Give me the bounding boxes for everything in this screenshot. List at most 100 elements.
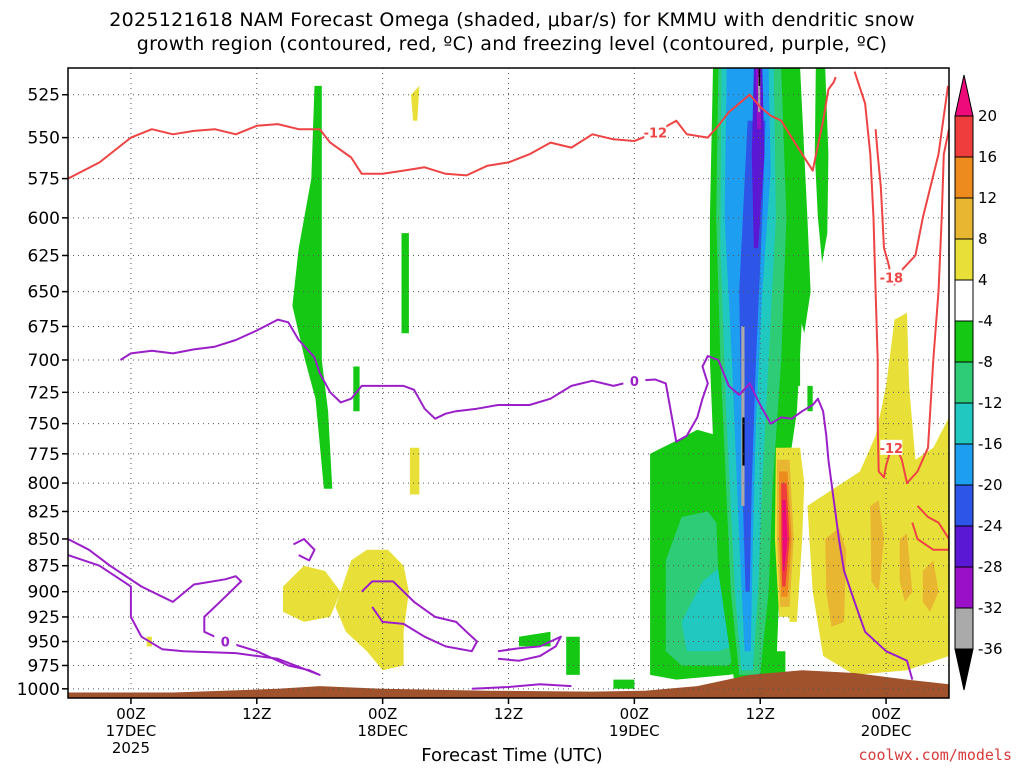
- contour-line-6: [293, 538, 316, 562]
- y-tick-label-800: 800: [28, 474, 60, 494]
- omega-region-35: [922, 560, 939, 612]
- omega-region-20: [789, 68, 811, 334]
- omega-region-18: [742, 417, 745, 466]
- omega-region-8: [613, 679, 635, 689]
- y-tick-label-600: 600: [28, 209, 60, 229]
- colorbar-swatch-6: [954, 320, 974, 363]
- colorbar-label-8: -16: [978, 435, 1003, 453]
- contour-label-4: 0: [630, 375, 639, 390]
- contour-label-1: -12: [880, 442, 904, 457]
- y-tick-label-925: 925: [28, 608, 60, 628]
- grid-layer: [68, 68, 949, 698]
- contour-label-bg-5: [214, 633, 237, 649]
- colorbar-label-13: -36: [978, 640, 1003, 658]
- x-tick-label-54-1: 19DEC: [609, 722, 660, 740]
- y-axis: 525 550 575 600 625 650 675 700 725 750 775 800 825 8…: [17, 86, 68, 700]
- colorbar-label-1: 16: [978, 148, 997, 166]
- colorbar-swatch-1: [954, 115, 974, 158]
- colorbar-label-3: 8: [978, 230, 988, 248]
- omega-region-0: [292, 85, 333, 489]
- y-tick-label-575: 575: [28, 170, 60, 190]
- y-tick-label-675: 675: [28, 317, 60, 337]
- colorbar-swatch-13: [954, 607, 974, 650]
- colorbar-cap-bottom: [954, 648, 974, 691]
- x-axis-label: Forecast Time (UTC): [421, 745, 603, 766]
- colorbar-swatch-12: [954, 566, 974, 609]
- omega-region-27: [283, 565, 341, 622]
- y-tick-label-825: 825: [28, 502, 60, 522]
- contour-label-bg-0: [644, 124, 667, 140]
- contour-line-9: [471, 683, 572, 690]
- y-tick-label-975: 975: [28, 656, 60, 676]
- chart-title-line-2: growth region (contoured, red, ºC) and f…: [136, 33, 888, 55]
- omega-region-21: [814, 68, 829, 263]
- colorbar-swatch-2: [954, 156, 974, 199]
- omega-region-1: [401, 233, 409, 334]
- colorbar-cap-top: [954, 74, 974, 117]
- x-tick-label-30-0: 00Z: [368, 705, 397, 723]
- contour-line-0: [68, 76, 837, 180]
- omega-region-28: [335, 549, 409, 671]
- y-tick-label-900: 900: [28, 583, 60, 603]
- y-tick-label-750: 750: [28, 415, 60, 435]
- terrain-layer: [68, 670, 949, 698]
- contour-label-2: -18: [880, 271, 904, 286]
- omega-shading-layer: [146, 68, 949, 689]
- omega-region-19: [758, 68, 761, 86]
- colorbar-swatch-4: [954, 238, 974, 281]
- omega-region-7: [566, 636, 580, 675]
- y-tick-label-725: 725: [28, 383, 60, 403]
- omega-region-17: [741, 326, 745, 506]
- omega-region-24: [772, 651, 786, 675]
- y-tick-label-650: 650: [28, 283, 60, 303]
- omega-region-33: [870, 500, 884, 592]
- x-tick-label-18-0: 12Z: [242, 705, 271, 723]
- omega-region-6: [519, 631, 551, 647]
- chart-title-line-1: 2025121618 NAM Forecast Omega (shaded, μ…: [109, 9, 915, 31]
- contour-line-7: [360, 580, 478, 653]
- colorbar-swatch-8: [954, 402, 974, 445]
- colorbar-label-12: -32: [978, 599, 1003, 617]
- contour-label-bg-1: [880, 439, 903, 455]
- contour-label-0: -12: [644, 127, 668, 142]
- colorbar-swatch-9: [954, 443, 974, 486]
- colorbar-label-5: -4: [978, 312, 993, 330]
- omega-region-14: [751, 68, 765, 249]
- contour-line-8: [497, 635, 562, 662]
- colorbar-label-2: 12: [978, 189, 997, 207]
- contour-layer: -12 -12 -18 0 0: [68, 71, 949, 690]
- colorbar-swatch-7: [954, 361, 974, 404]
- colorbar-legend: 20 16 12 8 4 -4 -8 -12 -16 -20 -24 -28 -32 -36: [954, 74, 1003, 691]
- colorbar-label-9: -20: [978, 476, 1003, 494]
- y-tick-label-950: 950: [28, 633, 60, 653]
- x-tick-label-6-0: 00Z: [116, 705, 145, 723]
- y-tick-label-1000: 1000: [17, 680, 60, 700]
- omega-region-26: [409, 447, 420, 495]
- omega-region-22: [794, 346, 801, 386]
- colorbar-label-10: -24: [978, 517, 1003, 535]
- x-tick-label-6-2: 2025: [112, 739, 150, 757]
- x-tick-label-6-1: 17DEC: [106, 722, 157, 740]
- x-tick-label-54-0: 00Z: [620, 705, 649, 723]
- colorbar-label-7: -12: [978, 394, 1003, 412]
- colorbar-swatch-3: [954, 197, 974, 240]
- x-tick-label-78-0: 00Z: [871, 705, 900, 723]
- y-tick-label-700: 700: [28, 351, 60, 371]
- x-tick-label-42-0: 12Z: [494, 705, 523, 723]
- contour-line-3: [911, 505, 949, 551]
- y-tick-label-775: 775: [28, 445, 60, 465]
- omega-region-40: [782, 500, 788, 571]
- contour-label-bg-4: [623, 372, 646, 388]
- omega-region-2: [353, 366, 360, 412]
- colorbar-label-4: 4: [978, 271, 988, 289]
- omega-region-34: [899, 533, 913, 602]
- x-tick-label-78-1: 20DEC: [861, 722, 912, 740]
- colorbar-swatch-10: [954, 484, 974, 527]
- y-tick-label-525: 525: [28, 86, 60, 106]
- colorbar-label-11: -28: [978, 558, 1003, 576]
- colorbar-swatch-11: [954, 525, 974, 568]
- x-tick-label-30-1: 18DEC: [357, 722, 408, 740]
- site-credit[interactable]: coolwx.com/models: [858, 746, 1012, 764]
